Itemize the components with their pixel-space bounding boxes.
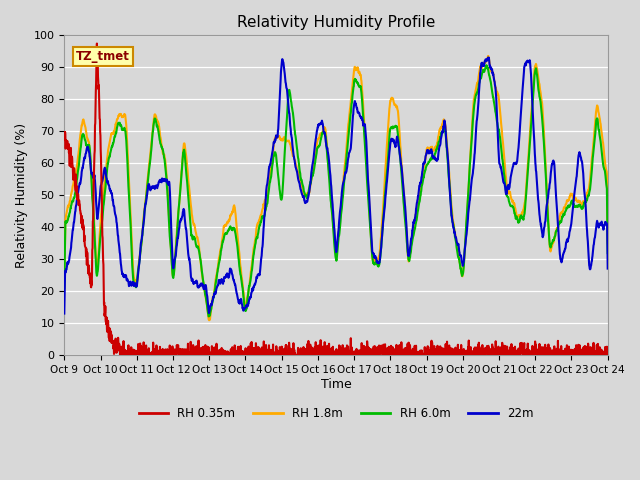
Legend: RH 0.35m, RH 1.8m, RH 6.0m, 22m: RH 0.35m, RH 1.8m, RH 6.0m, 22m: [134, 402, 538, 425]
Title: Relativity Humidity Profile: Relativity Humidity Profile: [237, 15, 435, 30]
Text: TZ_tmet: TZ_tmet: [76, 50, 130, 63]
Y-axis label: Relativity Humidity (%): Relativity Humidity (%): [15, 122, 28, 268]
X-axis label: Time: Time: [321, 377, 351, 391]
